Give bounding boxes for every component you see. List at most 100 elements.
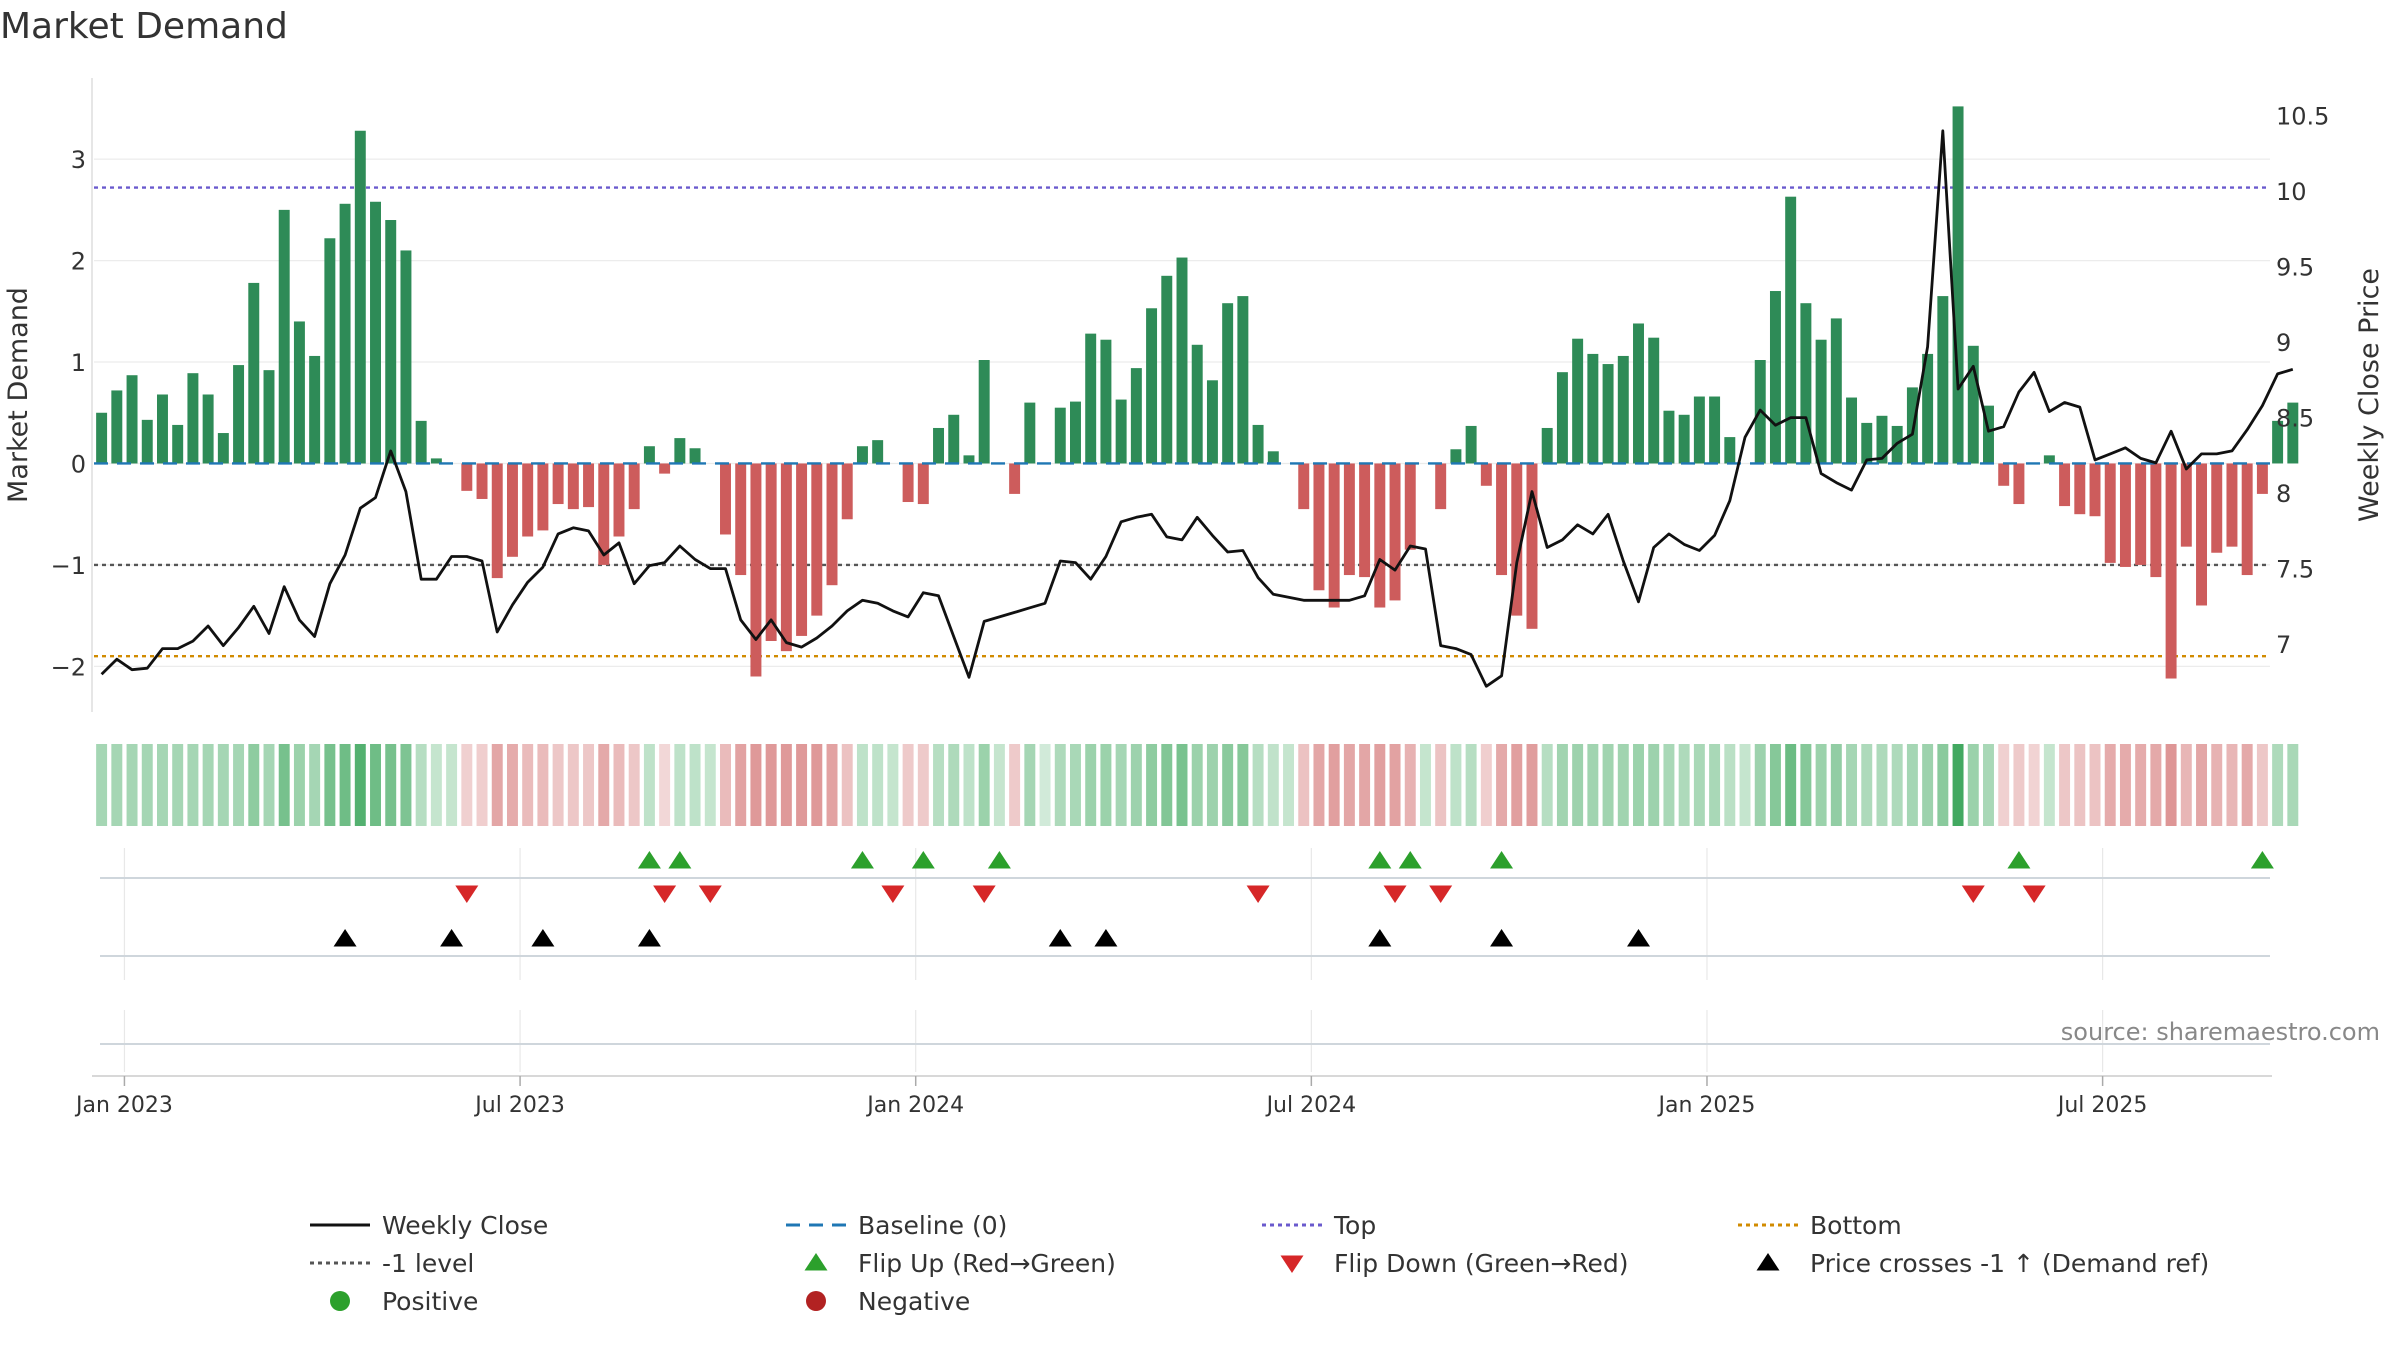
heat-cell (1329, 744, 1340, 826)
demand-bar (187, 373, 198, 463)
heat-cell (264, 744, 275, 826)
heat-cell (1907, 744, 1918, 826)
demand-bar (674, 438, 685, 463)
demand-bar (1861, 423, 1872, 464)
y2-tick-label: 9 (2276, 329, 2291, 357)
flip-up-marker (2007, 851, 2030, 869)
heat-cell (1633, 744, 1644, 826)
heat-cell (537, 744, 548, 826)
demand-bar (1679, 415, 1690, 464)
demand-bar (370, 202, 381, 464)
heat-cell (309, 744, 320, 826)
heat-cell (766, 744, 777, 826)
heat-cell (1420, 744, 1431, 826)
heat-cell (674, 744, 685, 826)
heat-cell (1618, 744, 1629, 826)
heat-cell (2211, 744, 2222, 826)
demand-bar (416, 421, 427, 464)
y-tick-label: 3 (71, 146, 86, 174)
demand-bar (1709, 397, 1720, 464)
heat-cell (720, 744, 731, 826)
heat-cell (1603, 744, 1614, 826)
legend-item: Bottom (1738, 1211, 1902, 1240)
demand-bar (1435, 463, 1446, 509)
demand-bar (1663, 411, 1674, 464)
y2-tick-label: 7 (2276, 631, 2291, 659)
heat-cell (827, 744, 838, 826)
demand-bar (2226, 463, 2237, 546)
heat-cell (2166, 744, 2177, 826)
demand-bar (1237, 296, 1248, 463)
heat-cell (96, 744, 107, 826)
heat-cell (629, 744, 640, 826)
flip-down-marker (1384, 886, 1407, 904)
legend-swatch (1281, 1256, 1304, 1274)
demand-bar (157, 394, 168, 463)
demand-bar (827, 463, 838, 585)
demand-bar (720, 463, 731, 534)
heat-cell (2150, 744, 2161, 826)
heat-cell (2226, 744, 2237, 826)
heat-cell (781, 744, 792, 826)
heat-cell (1390, 744, 1401, 826)
demand-bar (324, 238, 335, 463)
demand-bar (1846, 398, 1857, 464)
y2-tick-label: 10 (2276, 178, 2307, 206)
heat-cell (157, 744, 168, 826)
demand-bar (1268, 451, 1279, 463)
demand-bar (614, 463, 625, 536)
demand-bar (1968, 346, 1979, 464)
y-tick-label: −1 (51, 552, 86, 580)
demand-bar (1177, 258, 1188, 464)
heat-cell (705, 744, 716, 826)
demand-bar (1770, 291, 1781, 463)
demand-bar (1313, 463, 1324, 590)
y2-axis-label: Weekly Close Price (2354, 268, 2385, 522)
demand-bar (1785, 197, 1796, 464)
heat-cell (887, 744, 898, 826)
heat-cell (1146, 744, 1157, 826)
demand-bar (2181, 463, 2192, 546)
y-tick-label: 1 (71, 349, 86, 377)
demand-bar (2120, 463, 2131, 566)
heat-cell (1740, 744, 1751, 826)
heat-cell (142, 744, 153, 826)
demand-bar (659, 463, 670, 473)
price-cross-marker (1368, 929, 1391, 947)
x-tick-label: Jan 2023 (74, 1093, 173, 1118)
flip-down-marker (653, 886, 676, 904)
heat-cell (492, 744, 503, 826)
flip-down-marker (1429, 886, 1452, 904)
heat-cell (1572, 744, 1583, 826)
heat-cell (294, 744, 305, 826)
demand-bar (2150, 463, 2161, 577)
heat-cell (1253, 744, 1264, 826)
flip-up-marker (1368, 851, 1391, 869)
heat-cell (583, 744, 594, 826)
demand-bar (172, 425, 183, 464)
flip-up-marker (851, 851, 874, 869)
legend-swatch (805, 1253, 828, 1271)
demand-bar (1085, 334, 1096, 464)
y2-tick-label: 10.5 (2276, 103, 2329, 131)
heat-cell (431, 744, 442, 826)
heat-cell (1587, 744, 1598, 826)
price-cross-marker (1490, 929, 1513, 947)
heat-cell (2029, 744, 2040, 826)
heat-cell (1557, 744, 1568, 826)
heat-cell (1207, 744, 1218, 826)
heat-cell (659, 744, 670, 826)
demand-bar (1055, 408, 1066, 464)
heat-cell (872, 744, 883, 826)
heat-cell (279, 744, 290, 826)
heat-cell (1055, 744, 1066, 826)
legend-label: -1 level (382, 1249, 474, 1278)
heat-cell (2120, 744, 2131, 826)
demand-bar (1253, 425, 1264, 464)
heat-cell (1268, 744, 1279, 826)
heat-cell (598, 744, 609, 826)
heat-cell (111, 744, 122, 826)
demand-bar (1405, 463, 1416, 549)
heat-cell (370, 744, 381, 826)
heat-cell (1024, 744, 1035, 826)
